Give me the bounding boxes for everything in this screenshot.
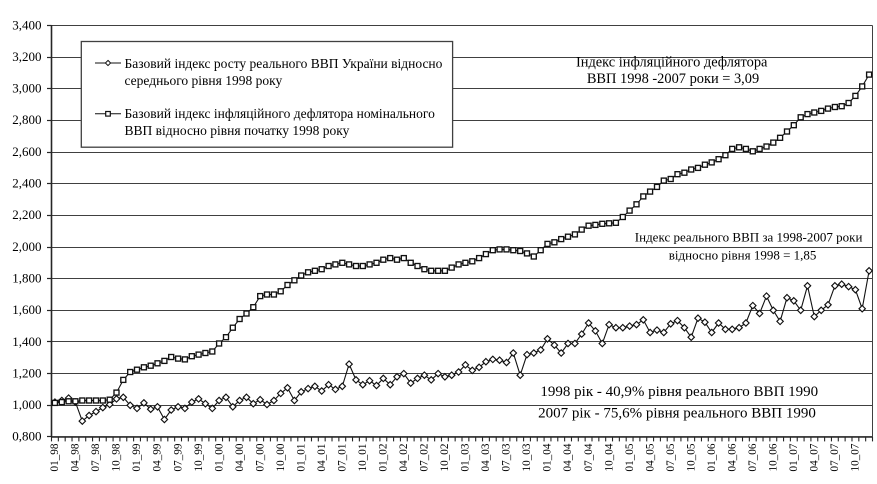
svg-text:відносно рівня 1998 = 1,85: відносно рівня 1998 = 1,85 [669, 248, 817, 263]
svg-text:01_05: 01_05 [624, 443, 636, 471]
svg-text:07_07: 07_07 [829, 443, 841, 471]
svg-text:10_07: 10_07 [850, 443, 862, 471]
svg-text:07_00: 07_00 [254, 443, 266, 471]
svg-text:1,200: 1,200 [12, 365, 41, 380]
svg-text:07_04: 07_04 [583, 443, 595, 471]
svg-text:2,000: 2,000 [12, 239, 41, 254]
svg-text:04_06: 04_06 [726, 443, 738, 471]
svg-text:1,600: 1,600 [12, 302, 41, 317]
svg-text:10_98: 10_98 [111, 443, 123, 471]
svg-text:04_05: 04_05 [644, 443, 656, 471]
svg-text:07_05: 07_05 [665, 443, 677, 471]
svg-text:0,800: 0,800 [12, 429, 41, 444]
svg-text:3,400: 3,400 [12, 17, 41, 32]
svg-text:07_98: 07_98 [90, 443, 102, 471]
svg-text:01_02: 01_02 [378, 444, 390, 472]
svg-text:10_03: 10_03 [521, 443, 533, 471]
svg-text:01_03: 01_03 [460, 443, 472, 471]
svg-text:01_99: 01_99 [131, 443, 143, 471]
svg-text:3,200: 3,200 [12, 49, 41, 64]
svg-text:01_00: 01_00 [213, 443, 225, 471]
svg-text:3,000: 3,000 [12, 81, 41, 96]
svg-text:2,400: 2,400 [12, 176, 41, 191]
svg-text:04_03: 04_03 [480, 443, 492, 471]
svg-text:10_04: 10_04 [603, 443, 615, 471]
svg-text:2,600: 2,600 [12, 144, 41, 159]
svg-text:04_99: 04_99 [152, 443, 164, 471]
svg-text:01_06: 01_06 [706, 443, 718, 471]
svg-text:Базовий індекс росту реального: Базовий індекс росту реального ВВП Украї… [125, 56, 443, 71]
svg-text:04_01: 04_01 [316, 444, 328, 472]
svg-text:Індекс інфляційного дефлятора: Індекс інфляційного дефлятора [576, 55, 768, 71]
svg-text:10_05: 10_05 [685, 443, 697, 471]
svg-text:04_00: 04_00 [234, 443, 246, 471]
svg-text:2,800: 2,800 [12, 112, 41, 127]
svg-text:01_07: 01_07 [788, 443, 800, 471]
svg-text:1,400: 1,400 [12, 334, 41, 349]
svg-text:07_01: 07_01 [337, 444, 349, 472]
svg-text:07_99: 07_99 [172, 443, 184, 471]
svg-text:ВВП відносно рівня початку 199: ВВП відносно рівня початку 1998 року [125, 123, 350, 138]
svg-text:01_98: 01_98 [49, 443, 61, 471]
svg-text:01_01: 01_01 [295, 444, 307, 472]
svg-text:Базовий індекс інфляційного де: Базовий індекс інфляційного дефлятора но… [125, 106, 436, 121]
svg-text:10_01: 10_01 [357, 444, 369, 472]
svg-text:10_00: 10_00 [275, 443, 287, 471]
svg-text:середнього рівня 1998 року: середнього рівня 1998 року [125, 73, 283, 88]
svg-text:07_02: 07_02 [419, 444, 431, 472]
svg-text:1,800: 1,800 [12, 271, 41, 286]
svg-text:07_06: 07_06 [747, 443, 759, 471]
svg-text:01_04: 01_04 [542, 443, 554, 471]
svg-text:04_98: 04_98 [70, 443, 82, 471]
svg-text:07_03: 07_03 [501, 443, 513, 471]
svg-text:10_02: 10_02 [439, 444, 451, 472]
svg-text:ВВП 1998 -2007 роки = 3,09: ВВП 1998 -2007 роки = 3,09 [587, 71, 759, 87]
svg-text:04_07: 04_07 [809, 443, 821, 471]
svg-text:1998 рік - 40,9% рівня реально: 1998 рік - 40,9% рівня реального ВВП 199… [540, 384, 818, 400]
svg-text:04_04: 04_04 [562, 443, 574, 471]
svg-text:2,200: 2,200 [12, 207, 41, 222]
svg-text:04_02: 04_02 [398, 444, 410, 472]
svg-text:2007 рік - 75,6% рівня реально: 2007 рік - 75,6% рівня реального ВВП 199… [538, 405, 816, 421]
svg-text:10_99: 10_99 [193, 443, 205, 471]
svg-text:Індекс реального ВВП за 1998-2: Індекс реального ВВП за 1998-2007 роки [635, 230, 863, 245]
svg-text:1,000: 1,000 [12, 397, 41, 412]
svg-text:10_06: 10_06 [768, 443, 780, 471]
